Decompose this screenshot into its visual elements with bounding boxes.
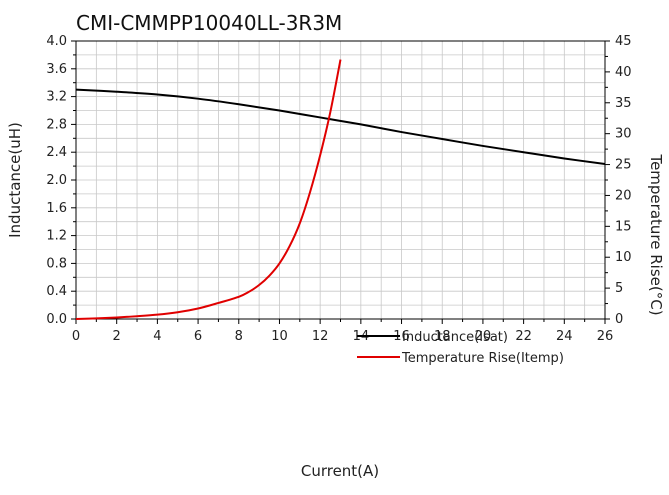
- y-tick-label: 0.0: [46, 312, 67, 327]
- x-tick-label: 12: [312, 329, 329, 344]
- x-tick-label: 8: [235, 329, 243, 344]
- x-tick-label: 24: [556, 329, 573, 344]
- x-tick-label: 18: [434, 329, 451, 344]
- series-layer: [75, 59, 606, 320]
- x-tick-label: 16: [393, 329, 410, 344]
- x-tick-label: 10: [271, 329, 288, 344]
- y-tick-label: 1.2: [46, 229, 67, 244]
- y-tick-label: 2.4: [46, 145, 67, 160]
- y2-tick-label: 25: [615, 158, 632, 173]
- y2-tick-label: 15: [615, 219, 632, 234]
- y2-tick-label: 40: [615, 65, 632, 80]
- x-tick-label: 22: [515, 329, 532, 344]
- x-axis-title: Current(A): [301, 462, 379, 480]
- series-line-temperature-rise: [75, 59, 342, 320]
- legend-label-temperature: Temperature Rise(Itemp): [401, 351, 564, 366]
- y-axis-title: Inductance(uH): [6, 122, 24, 238]
- y2-tick-label: 0: [615, 312, 623, 327]
- y-tick-label: 3.2: [46, 90, 67, 105]
- grid: [75, 40, 606, 320]
- y2-tick-label: 45: [615, 34, 632, 49]
- x-tick-label: 4: [153, 329, 161, 344]
- series-line-inductance: [75, 88, 606, 166]
- x-tick-label: 6: [194, 329, 202, 344]
- y-tick-label: 2.0: [46, 173, 67, 188]
- axis-ticks: 0 2 4 6 8 10 12 14 16 18 20 22 24 260.00.40.81.21.62.…: [46, 34, 631, 344]
- y-tick-label: 0.4: [46, 284, 67, 299]
- y2-tick-label: 10: [615, 250, 632, 265]
- y-tick-label: 2.8: [46, 117, 67, 132]
- x-tick-label: 0: [72, 329, 80, 344]
- legend: Inductance(Isat) Temperature Rise(Itemp): [357, 330, 564, 366]
- y2-tick-label: 35: [615, 96, 632, 111]
- chart-title: CMI-CMMPP10040LL-3R3M: [76, 11, 342, 35]
- y-tick-label: 0.8: [46, 256, 67, 271]
- x-tick-label: 2: [113, 329, 121, 344]
- y-tick-label: 3.6: [46, 62, 67, 77]
- y-tick-label: 4.0: [46, 34, 67, 49]
- y2-tick-label: 20: [615, 188, 632, 203]
- legend-label-inductance: Inductance(Isat): [402, 330, 508, 345]
- y2-tick-label: 5: [615, 281, 623, 296]
- x-tick-label: 26: [597, 329, 614, 344]
- x-tick-label: 20: [475, 329, 492, 344]
- y2-tick-label: 30: [615, 127, 632, 142]
- y2-axis-title: Temperature Rise(°C): [647, 153, 665, 315]
- y-tick-label: 1.6: [46, 201, 67, 216]
